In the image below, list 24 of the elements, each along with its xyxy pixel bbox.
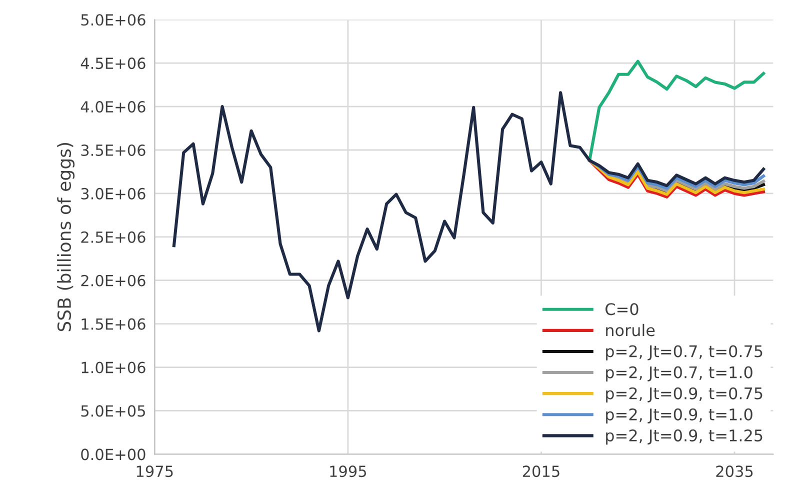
y-tick-label: 2.0E+06 — [81, 274, 146, 286]
y-tick-label: 4.0E+06 — [80, 101, 146, 113]
x-tick-label: 2015 — [522, 466, 560, 478]
x-tick-label: 2035 — [716, 466, 753, 478]
x-tick-label: 1975 — [136, 466, 173, 478]
legend-label: norule — [606, 324, 655, 336]
legend-label: p=2, Jt=0.9, t=1.0 — [606, 408, 752, 424]
line-series — [588, 60, 766, 162]
legend-label: p=2, Jt=0.7, t=1.0 — [606, 366, 752, 382]
legend-label: p=2, Jt=0.9, t=1.25 — [606, 429, 762, 445]
x-tick-label: 1995 — [330, 466, 366, 478]
y-tick-label: 5.0E+05 — [81, 405, 145, 417]
y-tick-label: 1.5E+06 — [82, 318, 146, 330]
y-axis-title: SSB (billions of eggs) — [57, 143, 75, 332]
legend-label: C=0 — [606, 303, 638, 316]
y-tick-label: 2.5E+06 — [81, 231, 146, 243]
y-tick-label: 3.0E+06 — [81, 188, 146, 200]
legend-label: p=2, Jt=0.9, t=0.75 — [606, 387, 762, 402]
y-tick-label: 1.0E+06 — [82, 362, 146, 374]
legend-label: p=2, Jt=0.7, t=0.75 — [606, 345, 762, 360]
y-tick-label: 0.0E+00 — [81, 448, 146, 460]
y-tick-label: 3.5E+06 — [81, 144, 146, 156]
y-tick-label: 5.0E+06 — [81, 14, 146, 26]
y-tick-label: 4.5E+06 — [80, 58, 146, 70]
